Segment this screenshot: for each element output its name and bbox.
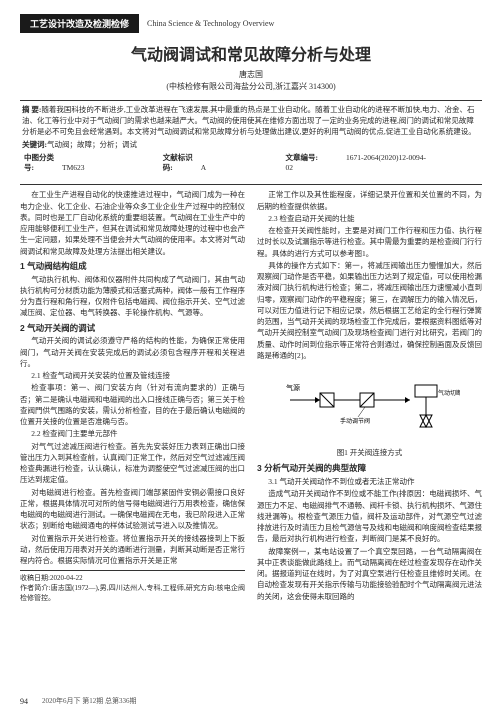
valve-label: 气动切断阀 bbox=[438, 389, 460, 397]
section-2-2: 2.2 检查阀门主要单元部件 bbox=[20, 428, 245, 439]
valve-diagram-svg: 气源 气动切断阀 手动调节阀 bbox=[280, 365, 460, 445]
section-2-text: 气动开关阀的调试必须遵守严格的结构的性能，为确保正常使用阀门，气动开关阀在安装完… bbox=[20, 335, 245, 369]
footer-info: 收稿日期:2020-04-22 作者简介:唐志国(1972—),男,四川达州人,… bbox=[20, 570, 245, 603]
meta-row: 中图分类号:TM623 文献标识码:A 文章编号:1671-2064(2020)… bbox=[22, 153, 480, 175]
section-2-1: 2.1 检查气动阀开关安装的位置及管线连接 bbox=[20, 370, 245, 381]
figure-1-caption: 图1 开关阀连接方式 bbox=[257, 447, 482, 458]
received-date: 收稿日期:2020-04-22 bbox=[20, 574, 245, 584]
section-1-title: 1 气动阀结构组成 bbox=[20, 260, 245, 273]
right-column: 正常工作以及其性能程度，详细记录开位置和关位置的不同，为后期的检查提供依据。 2… bbox=[257, 189, 482, 603]
section-2-3: 2.3 检查启动开关阀的壮能 bbox=[257, 213, 482, 224]
section-2-title: 2 气动开关阀的调试 bbox=[20, 322, 245, 335]
page-header: 工艺设计改造及检测检修 China Science & Technology O… bbox=[20, 14, 482, 33]
intro-para: 在工业生产进程自动化的快速推进过程中，气动阀门成为一种在电力企业、化工企业、石油… bbox=[20, 189, 245, 257]
article-title: 气动阀调试和常见故障分析与处理 bbox=[20, 41, 482, 65]
page-footer: 2020年6月下 第12期 总第336期 bbox=[42, 696, 137, 706]
abstract-label: 摘 要: bbox=[22, 105, 41, 114]
keywords-text: 气动阀；故障；分析；调试 bbox=[47, 140, 137, 149]
section-3-1: 3.1 气动开关阀动作不到位或者无法正常动作 bbox=[257, 476, 482, 487]
keywords-label: 关键词: bbox=[22, 140, 47, 149]
journal-name: China Science & Technology Overview bbox=[147, 19, 274, 28]
connector-label: 手动调节阀 bbox=[340, 417, 370, 425]
body-columns: 在工业生产进程自动化的快速推进过程中，气动阀门成为一种在电力企业、化工企业、石油… bbox=[20, 189, 482, 603]
page-number: 94 bbox=[20, 697, 28, 706]
left-column: 在工业生产进程自动化的快速推进过程中，气动阀门成为一种在电力企业、化工企业、石油… bbox=[20, 189, 245, 603]
author-name: 唐志国 bbox=[20, 69, 482, 80]
figure-1: 气源 气动切断阀 手动调节阀 图1 开关阀连接方式 bbox=[257, 365, 482, 458]
abstract-text: 随着我国科技的不断进步,工业改革进程在飞速发展,其中最重的热点是工业自动化。随着… bbox=[22, 105, 476, 136]
abstract-block: 摘 要:随着我国科技的不断进步,工业改革进程在飞速发展,其中最重的热点是工业自动… bbox=[20, 100, 482, 185]
section-1-text: 气动执行机构、阀体和仪器附件共同构成了气动阀门，其由气动执行机构可分材质功能为薄… bbox=[20, 274, 245, 319]
section-3-title: 3 分析气动开关阀的典型故障 bbox=[257, 462, 482, 475]
category-label: 工艺设计改造及检测检修 bbox=[20, 14, 139, 33]
author-bio: 作者简介:唐志国(1972—),男,四川达州人,专科,工程师,研究方向:核电企阀… bbox=[20, 584, 245, 604]
affiliation: (中核检修有限公司海盐分公司,浙江嘉兴 314300) bbox=[20, 81, 482, 92]
air-source-label: 气源 bbox=[286, 383, 300, 392]
